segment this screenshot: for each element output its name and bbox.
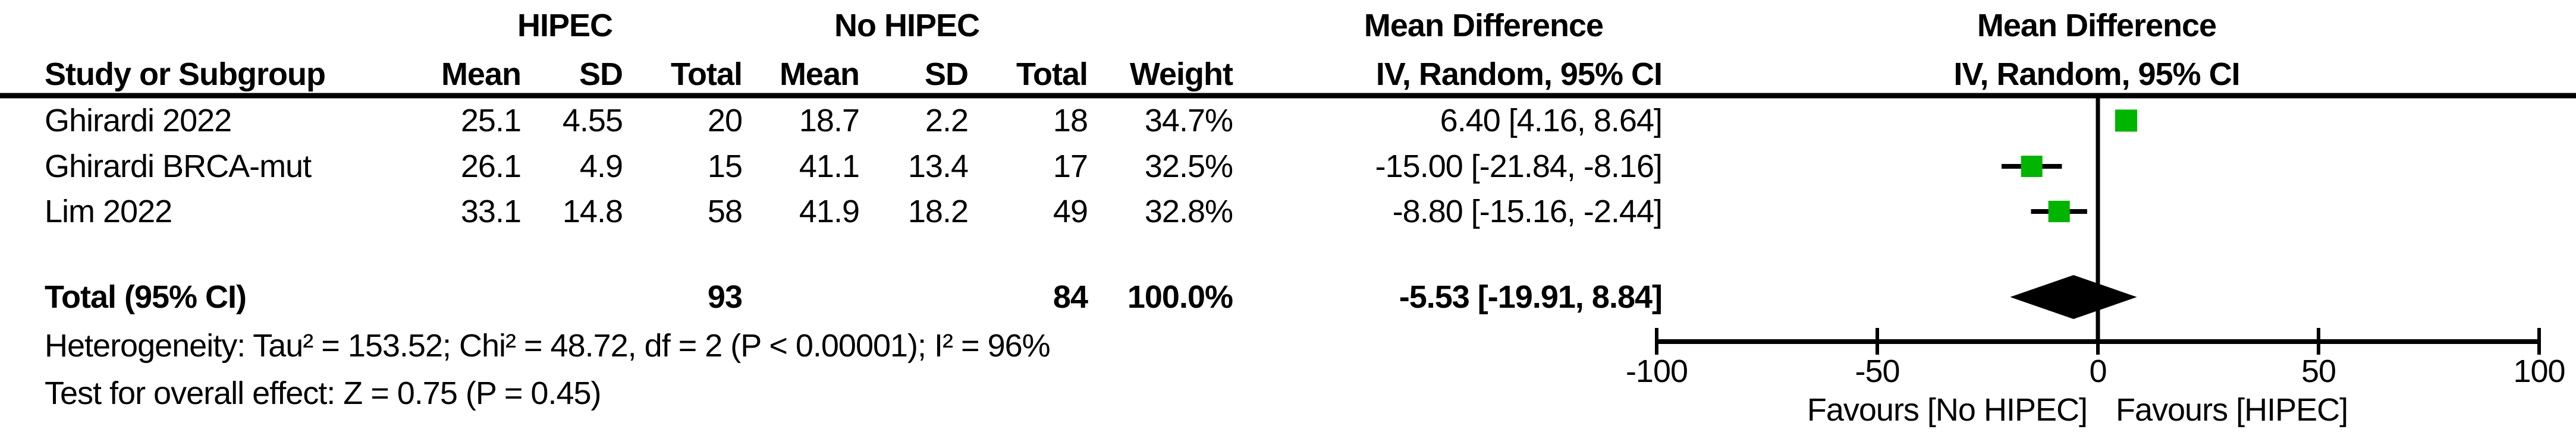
study-name: Ghirardi BRCA-mut [45,149,312,184]
heterogeneity-note: Heterogeneity: Tau² = 153.52; Chi² = 48.… [45,328,1051,364]
total-hipec: 15 [707,149,743,184]
group-header-no-hipec: No HIPEC [834,8,980,43]
col-header-study: Study or Subgroup [45,56,326,92]
plot-header-effect-ci: IV, Random, 95% CI [1953,56,2240,92]
effect-header-title: Mean Difference [1364,8,1604,43]
study-name: Ghirardi 2022 [45,103,232,138]
group-header-hipec: HIPEC [517,8,613,43]
ci-value: 6.40 [4.16, 8.64] [1440,103,1663,138]
col-header-sd-1: SD [579,56,623,92]
total-nohipec: 17 [1053,149,1088,184]
sd-nohipec: 2.2 [925,103,969,138]
axis-tick-label: 100 [2513,353,2565,389]
total-diamond [2010,275,2137,319]
weight-value: 32.5% [1144,149,1233,184]
col-header-effect-ci: IV, Random, 95% CI [1375,56,1663,92]
total-weight: 100.0% [1127,279,1233,315]
sd-hipec: 4.9 [579,149,623,184]
total-nohipec: 18 [1053,103,1088,138]
study-name: Lim 2022 [45,194,172,229]
axis-tick-label: -50 [1855,353,1900,389]
sd-nohipec: 13.4 [907,149,969,184]
sd-nohipec: 18.2 [907,194,969,229]
total-n-hipec: 93 [707,279,743,315]
sd-hipec: 4.55 [562,103,623,138]
study-marker-square [2048,200,2070,223]
col-header-mean-2: Mean [779,56,860,92]
total-n-nohipec: 84 [1053,279,1088,315]
axis-tick-label: -100 [1625,353,1688,389]
col-header-sd-2: SD [924,56,969,92]
mean-hipec: 25.1 [460,103,522,138]
total-label: Total (95% CI) [45,279,247,315]
ci-value: -15.00 [-21.84, -8.16] [1375,149,1663,184]
weight-value: 34.7% [1144,103,1233,138]
plot-header-title: Mean Difference [1977,8,2217,43]
col-header-total-2: Total [1016,56,1088,92]
mean-nohipec: 18.7 [799,103,860,138]
weight-value: 32.8% [1144,194,1233,229]
mean-nohipec: 41.9 [799,194,860,229]
mean-hipec: 26.1 [460,149,522,184]
overall-effect-note: Test for overall effect: Z = 0.75 (P = 0… [45,375,602,411]
study-marker-square [2021,156,2043,177]
total-ci-value: -5.53 [-19.91, 8.84] [1399,279,1663,315]
study-marker-square [2115,109,2138,132]
mean-nohipec: 41.1 [799,149,860,184]
col-header-total-1: Total [671,56,743,92]
total-hipec: 58 [707,194,743,229]
axis-tick-label: 50 [2301,353,2336,389]
favours-left-label: Favours [No HIPEC] [1807,392,2088,428]
axis-tick-label: 0 [2089,353,2107,389]
ci-value: -8.80 [-15.16, -2.44] [1392,194,1663,229]
total-nohipec: 49 [1053,194,1088,229]
col-header-weight: Weight [1130,56,1233,92]
col-header-mean-1: Mean [441,56,522,92]
favours-right-label: Favours [HIPEC] [2116,392,2348,428]
mean-hipec: 33.1 [460,194,522,229]
sd-hipec: 14.8 [562,194,623,229]
total-hipec: 20 [707,103,743,138]
